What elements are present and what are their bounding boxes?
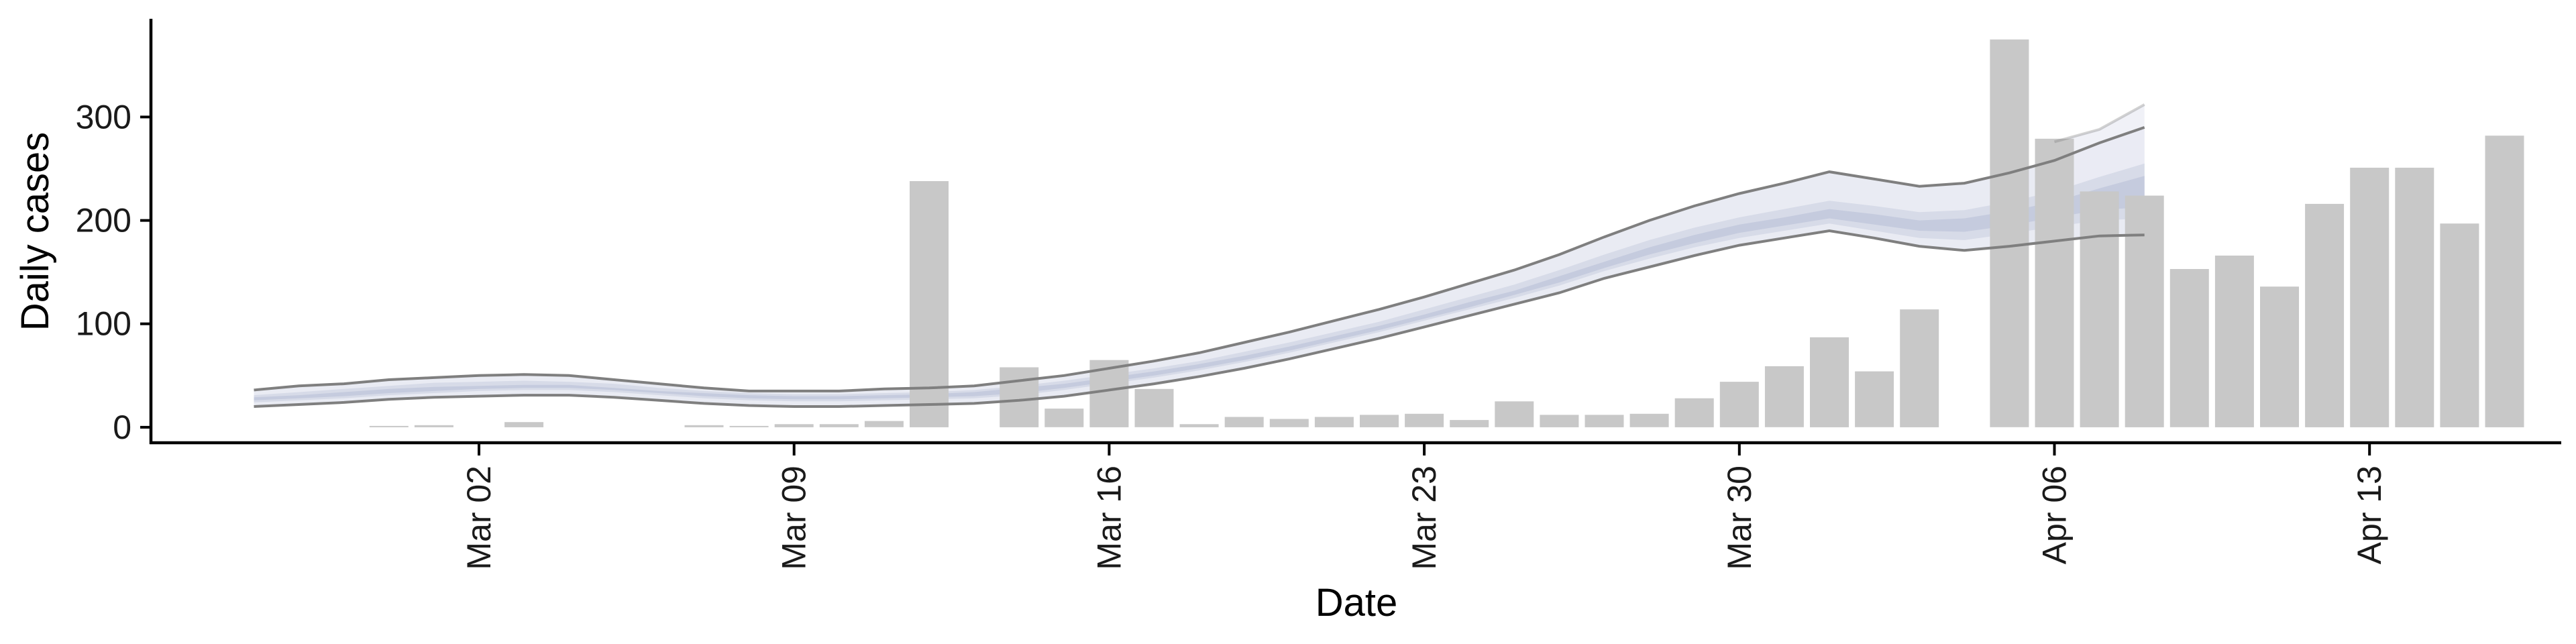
- bar: [414, 425, 453, 427]
- bar: [2395, 168, 2434, 427]
- bar: [2169, 269, 2209, 427]
- bar: [819, 424, 859, 427]
- bar: [2260, 286, 2299, 427]
- bar: [2305, 203, 2345, 427]
- bar: [910, 181, 949, 427]
- bar: [1405, 413, 1444, 427]
- x-tick-label: Mar 23: [1405, 466, 1443, 570]
- y-tick-label: 300: [76, 98, 131, 136]
- x-tick-label: Apr 06: [2036, 466, 2074, 564]
- bar: [1629, 413, 1669, 427]
- y-tick-label: 100: [76, 305, 131, 343]
- y-tick-label: 0: [113, 409, 131, 446]
- x-tick-label: Mar 30: [1721, 466, 1758, 570]
- bar: [1134, 388, 1174, 427]
- upper-bound-line: [254, 126, 2145, 392]
- bar: [1044, 409, 1084, 427]
- bar: [1719, 382, 1759, 427]
- bar: [1314, 417, 1354, 427]
- bar: [1360, 415, 1399, 427]
- bar: [864, 421, 904, 427]
- bar: [1674, 398, 1714, 427]
- bar: [2214, 256, 2254, 427]
- band-extension-area: [2054, 104, 2145, 192]
- bar: [1585, 415, 1624, 427]
- lower-bound-line: [254, 229, 2145, 408]
- bar: [2035, 138, 2074, 427]
- bar: [2125, 195, 2164, 427]
- bar: [1000, 367, 1039, 427]
- bar: [1855, 371, 1894, 427]
- band-outer-area: [254, 127, 2145, 407]
- bar: [2440, 223, 2479, 427]
- estimate-bounds-layer: [254, 103, 2145, 408]
- x-tick-label: Mar 16: [1090, 466, 1128, 570]
- bar: [1540, 415, 1579, 427]
- bar: [1269, 419, 1309, 427]
- bar: [1810, 337, 1849, 427]
- x-tick-label: Mar 09: [775, 466, 813, 570]
- bar: [2485, 136, 2524, 427]
- bar: [1900, 309, 1939, 427]
- bar-layer: [369, 39, 2524, 427]
- bar: [1990, 39, 2029, 427]
- y-axis-title: Daily cases: [13, 132, 57, 331]
- bar: [1495, 401, 1534, 427]
- bar: [774, 424, 814, 427]
- bar: [1764, 366, 1804, 427]
- bar: [1224, 417, 1264, 427]
- bar: [1179, 424, 1219, 427]
- upper-extension-line: [2053, 103, 2145, 144]
- estimate-band-layer: [254, 104, 2145, 407]
- bar: [684, 425, 724, 427]
- y-tick-label: 200: [76, 202, 131, 239]
- bar: [369, 425, 409, 427]
- x-tick-label: Mar 02: [460, 466, 498, 570]
- x-tick-label: Apr 13: [2351, 466, 2388, 564]
- bar: [2350, 168, 2390, 427]
- bar: [1450, 420, 1489, 427]
- bar: [2080, 191, 2119, 427]
- bar: [729, 425, 769, 427]
- y-axis-ticks: 0 100 200 300: [76, 98, 151, 446]
- bar: [504, 422, 544, 427]
- x-axis-title: Date: [1316, 581, 1398, 625]
- x-axis-ticks: Mar 02 Mar 09 Mar 16 Mar 23 Mar 30 Apr 06 Apr …: [460, 444, 2388, 570]
